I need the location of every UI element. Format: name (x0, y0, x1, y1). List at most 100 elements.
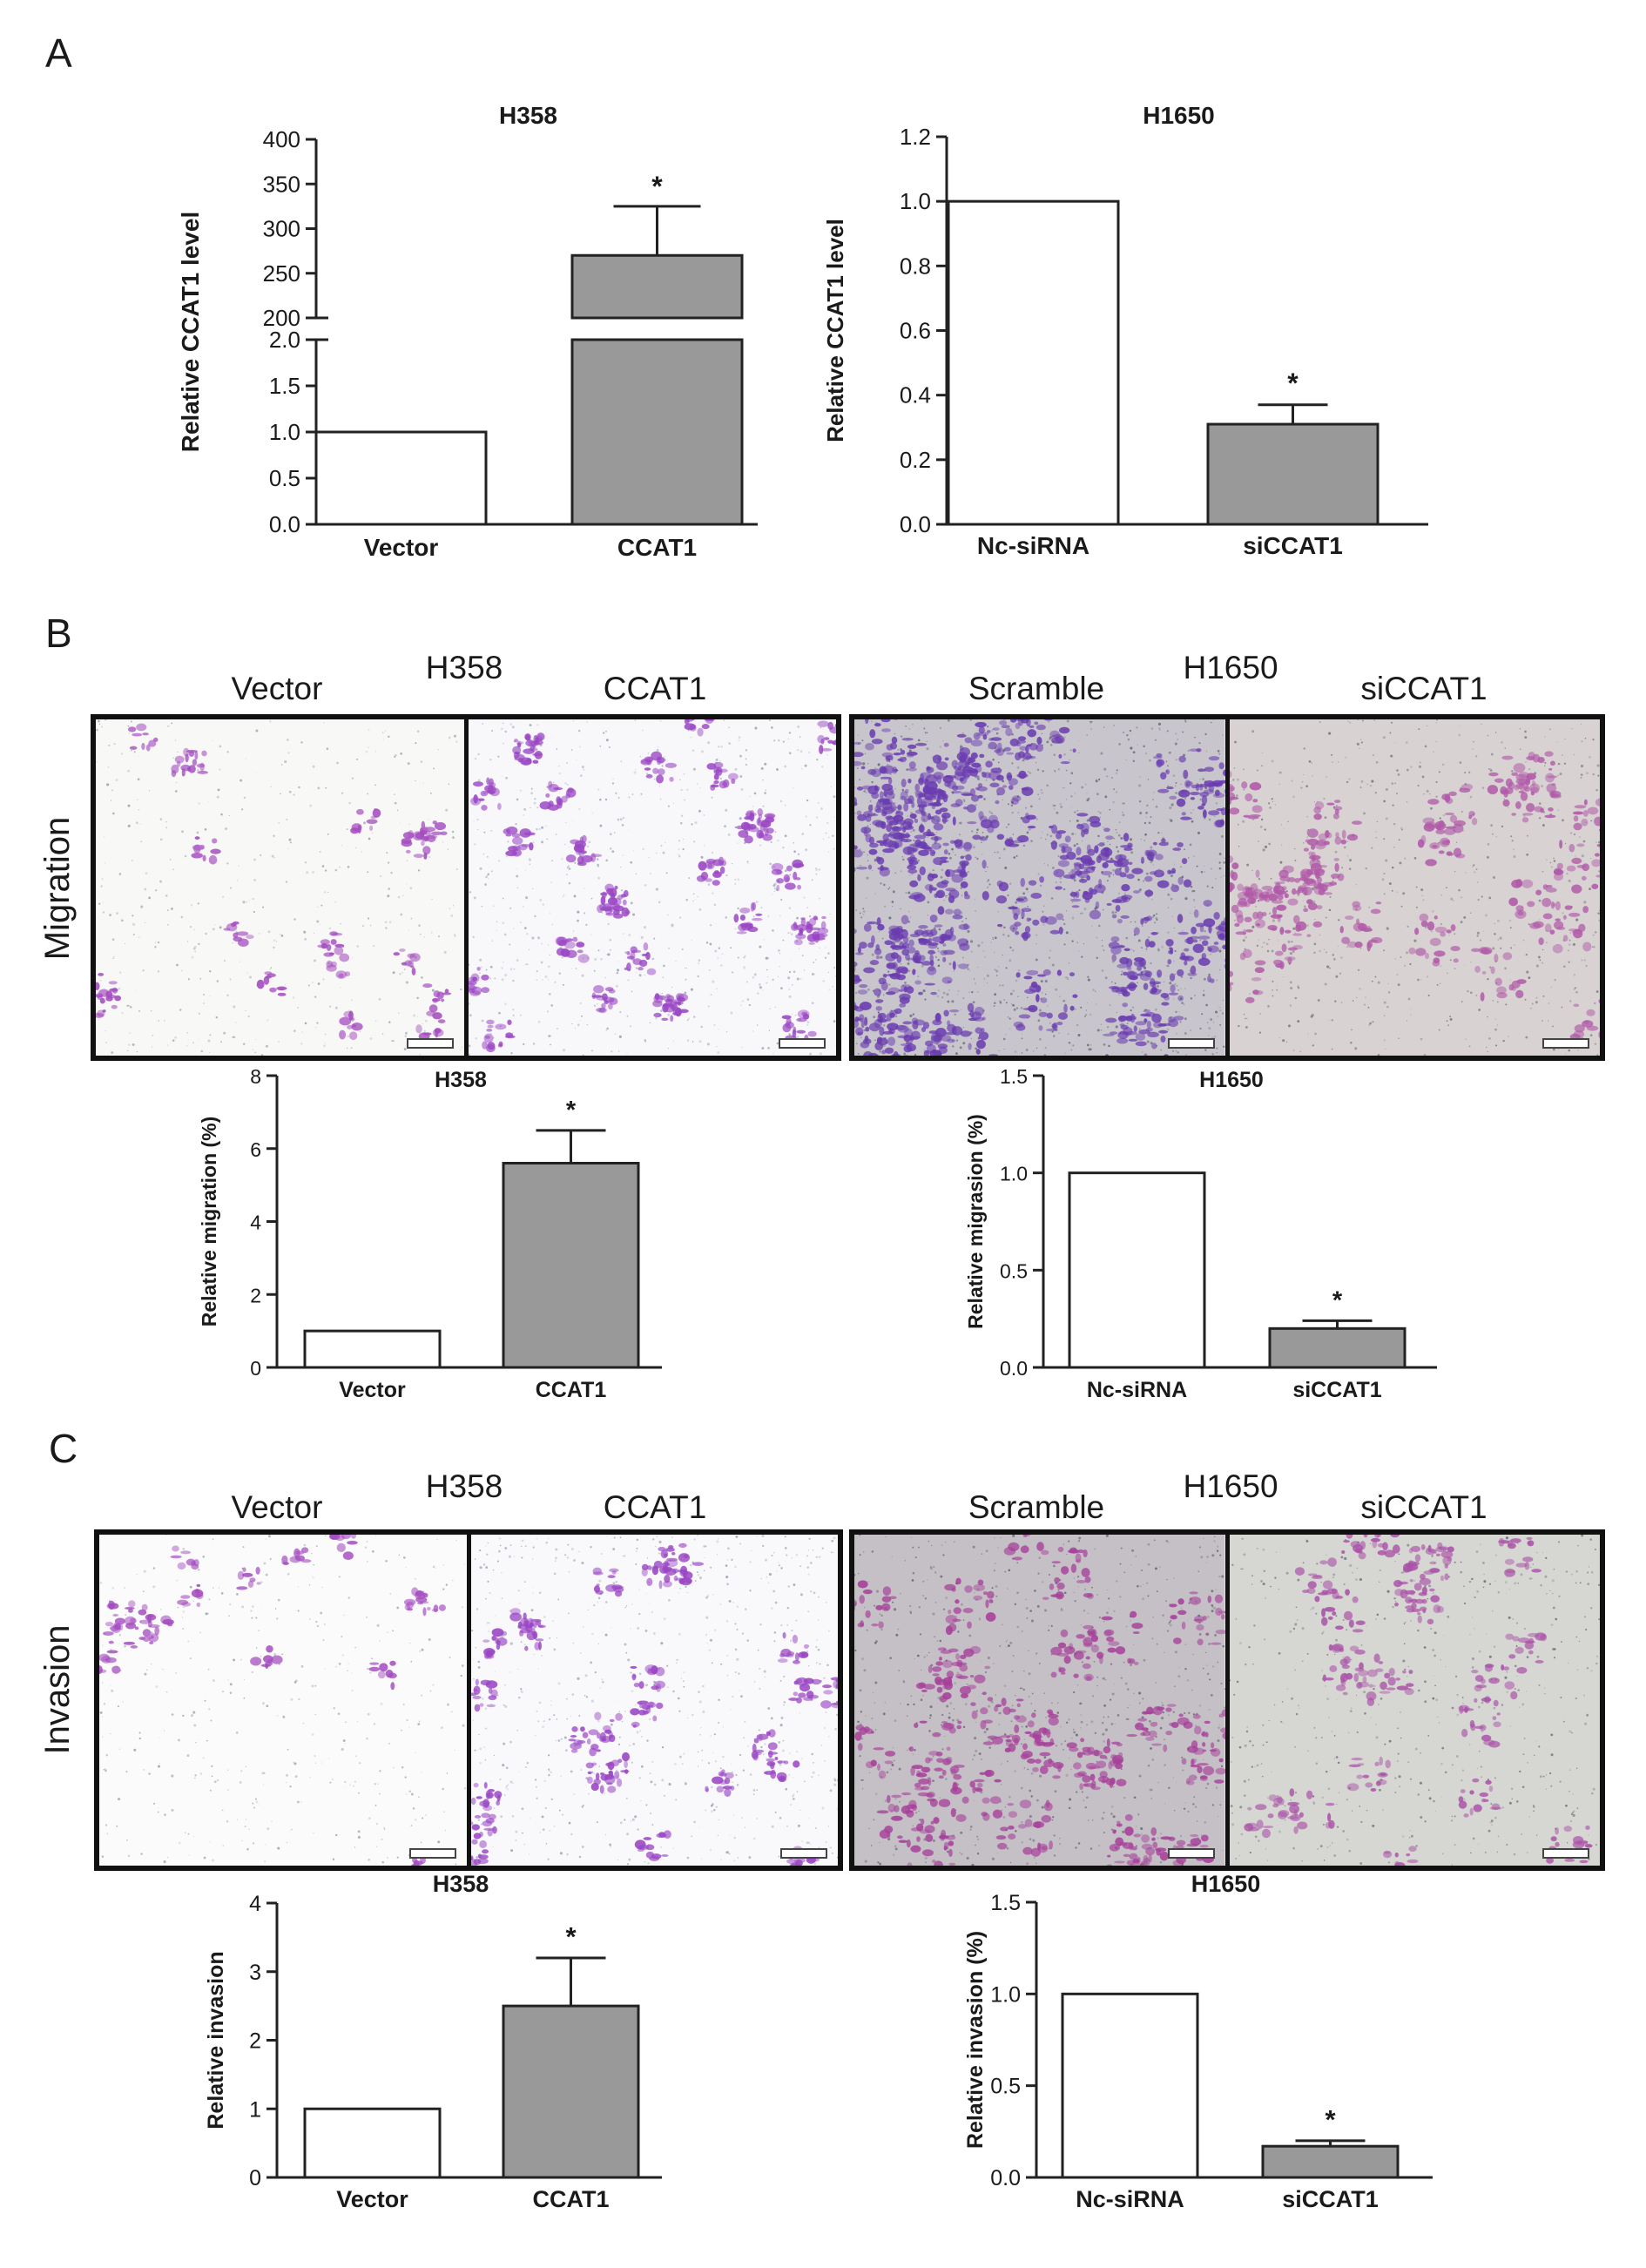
scale-bar (780, 1848, 827, 1859)
label-b-siccat1: siCCAT1 (1360, 671, 1487, 706)
chart-title: H1650 (1191, 1871, 1261, 1897)
bar-vector (314, 430, 488, 526)
y-tick-label: 1.5 (1000, 1065, 1028, 1088)
scale-bar (406, 1038, 454, 1049)
x-tick-label: CCAT1 (617, 534, 697, 561)
y-tick-label: 2 (249, 2029, 261, 2054)
bar-nc-sirna (1068, 1171, 1206, 1369)
y-tick-label: 0.5 (1000, 1259, 1028, 1282)
significance-star: * (651, 171, 663, 202)
micrograph-c-h358-ccat1 (466, 1535, 838, 1866)
y-tick-label: 200 (263, 305, 300, 331)
label-c-vector: Vector (231, 1489, 323, 1525)
bar-siccat1 (1206, 422, 1380, 526)
y-tick-label: 0.8 (900, 253, 931, 279)
y-tick-label: 1.0 (900, 188, 931, 214)
micrograph-c-h1650-scramble (854, 1535, 1225, 1866)
row-label-invasion: Invasion (38, 1624, 77, 1755)
y-tick-label: 0.4 (900, 382, 931, 408)
y-tick-label: 2 (250, 1284, 261, 1306)
micrograph-b-h358-vector (96, 719, 464, 1056)
y-tick-label: 350 (263, 171, 300, 197)
bar-vector (303, 2107, 442, 2179)
y-tick-label: 0 (250, 1357, 261, 1380)
y-axis-label: Relative migrasion (%) (964, 1114, 987, 1329)
bar-ccat1 (502, 2004, 640, 2179)
y-tick-label: 1.0 (269, 419, 300, 445)
bar-siccat1 (1268, 1326, 1407, 1369)
micrograph-b-h358-ccat1 (463, 719, 836, 1056)
chart-c-h1650: H1650 0.0 0.5 1.0 1.5 * Relative invasion (%) N… (963, 1871, 1433, 2212)
y-tick-label: 0.5 (990, 2075, 1021, 2099)
x-tick-label: CCAT1 (536, 1378, 607, 1402)
y-tick-label: 3 (249, 1961, 261, 1985)
x-tick-label: Nc-siRNA (1076, 2186, 1184, 2212)
scale-bar (1542, 1038, 1589, 1049)
chart-title: H358 (499, 102, 557, 129)
scale-bar (1542, 1848, 1589, 1859)
label-c-h358: H358 (425, 1468, 503, 1504)
scale-bar (779, 1038, 826, 1049)
micrograph-frame-b-h358 (91, 714, 841, 1061)
y-tick-label: 0.0 (900, 511, 931, 537)
y-tick-label: 0.6 (900, 318, 931, 344)
y-tick-label: 1.2 (900, 124, 931, 150)
panel-label-b: B (45, 611, 72, 656)
chart-title: H358 (435, 1068, 487, 1092)
label-c-h1650: H1650 (1183, 1468, 1278, 1504)
bar-siccat1 (1261, 2144, 1400, 2179)
significance-star: * (1332, 1286, 1343, 1314)
chart-a-h1650: H1650 0.0 0.2 0.4 0.6 0.8 1.0 1.2 * Relative CCAT… (822, 102, 1428, 559)
scale-bar (1167, 1038, 1215, 1049)
significance-star: * (565, 1921, 577, 1952)
y-tick-label: 0.0 (1000, 1357, 1028, 1380)
panel-label-a: A (45, 30, 72, 76)
y-axis-label: Relative CCAT1 level (822, 219, 848, 442)
y-tick-label: 1.0 (1000, 1163, 1028, 1185)
chart-c-h358: H358 0 1 2 3 4 * Relative invasion Vector CCAT1 (204, 1871, 662, 2212)
label-b-vector: Vector (231, 671, 323, 706)
micrograph-frame-c-h1650 (849, 1529, 1605, 1871)
y-tick-label: 2.0 (269, 327, 300, 353)
bar-vector (303, 1329, 442, 1369)
y-axis-label: Relative invasion (204, 1951, 228, 2129)
y-tick-label: 0 (249, 2166, 261, 2190)
y-tick-label: 400 (263, 126, 300, 152)
chart-title: H358 (433, 1871, 489, 1897)
micrograph-c-h358-vector (99, 1535, 467, 1866)
x-tick-label: siCCAT1 (1292, 1378, 1381, 1402)
y-tick-label: 250 (263, 260, 300, 287)
y-tick-label: 4 (249, 1892, 261, 1916)
label-c-scramble: Scramble (968, 1489, 1105, 1525)
scale-bar (1167, 1848, 1215, 1859)
bar-ccat1-upper (570, 253, 744, 320)
x-tick-label: Nc-siRNA (1087, 1378, 1187, 1402)
chart-title: H1650 (1199, 1068, 1264, 1092)
y-tick-label: 300 (263, 216, 300, 242)
bar-nc-sirna (947, 199, 1120, 526)
micrograph-b-h1650-siccat1 (1224, 719, 1600, 1056)
micrograph-frame-b-h1650 (849, 714, 1605, 1061)
x-tick-label: CCAT1 (532, 2186, 609, 2212)
significance-star: * (1287, 368, 1299, 399)
y-tick-label: 1.5 (990, 1891, 1021, 1915)
x-tick-label: Vector (339, 1378, 406, 1402)
y-tick-label: 1 (249, 2097, 261, 2122)
y-tick-label: 0.2 (900, 447, 931, 473)
y-axis-label: Relative invasion (%) (963, 1931, 988, 2149)
y-tick-label: 1.5 (269, 373, 300, 399)
y-tick-label: 0.5 (269, 465, 300, 491)
x-tick-label: Nc-siRNA (977, 532, 1089, 559)
label-b-ccat1: CCAT1 (603, 671, 707, 706)
label-c-siccat1: siCCAT1 (1360, 1489, 1487, 1525)
bar-ccat1 (502, 1162, 640, 1369)
y-tick-label: 1.0 (990, 1982, 1021, 2007)
label-b-h358: H358 (425, 650, 503, 685)
x-tick-label: siCCAT1 (1243, 532, 1343, 559)
y-tick-label: 0.0 (990, 2166, 1021, 2190)
x-tick-label: Vector (336, 2186, 408, 2212)
chart-title: H1650 (1143, 102, 1215, 129)
y-tick-label: 4 (250, 1212, 261, 1234)
y-tick-label: 6 (250, 1138, 261, 1161)
chart-b-h1650: H1650 0.0 0.5 1.0 1.5 * Relative migrasion (%)… (964, 1065, 1437, 1402)
